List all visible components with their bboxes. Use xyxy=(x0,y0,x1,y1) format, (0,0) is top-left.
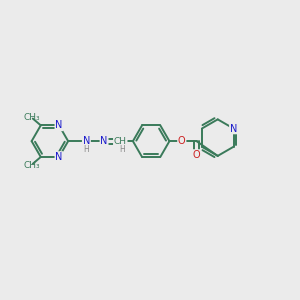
Text: N: N xyxy=(55,120,63,130)
Text: CH₃: CH₃ xyxy=(23,161,40,170)
Text: N: N xyxy=(55,152,63,162)
Text: O: O xyxy=(193,150,200,160)
Text: CH: CH xyxy=(114,137,127,146)
Text: N: N xyxy=(230,124,237,134)
Text: H: H xyxy=(119,145,124,154)
Text: CH₃: CH₃ xyxy=(23,112,40,122)
Text: N: N xyxy=(100,136,108,146)
Text: H: H xyxy=(83,145,89,154)
Text: O: O xyxy=(178,136,186,146)
Text: N: N xyxy=(83,136,90,146)
